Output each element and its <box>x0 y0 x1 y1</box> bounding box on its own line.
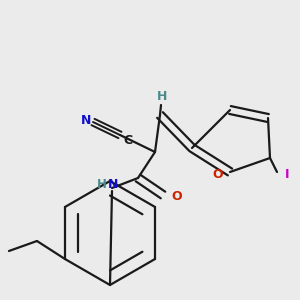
Text: O: O <box>172 190 182 203</box>
Text: N: N <box>81 113 91 127</box>
Text: H: H <box>157 91 167 103</box>
Text: N: N <box>108 178 118 191</box>
Text: H: H <box>97 178 107 191</box>
Text: I: I <box>285 167 289 181</box>
Text: C: C <box>123 134 133 146</box>
Text: O: O <box>213 167 223 181</box>
